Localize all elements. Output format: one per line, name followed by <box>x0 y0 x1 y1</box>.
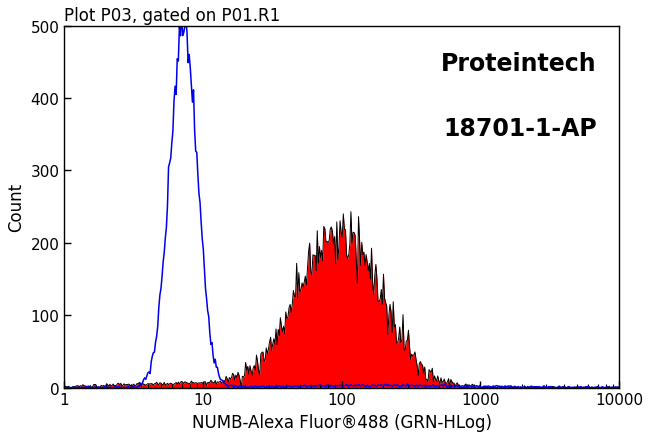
Text: Plot P03, gated on P01.R1: Plot P03, gated on P01.R1 <box>64 7 281 25</box>
Text: 18701-1-AP: 18701-1-AP <box>443 117 597 141</box>
X-axis label: NUMB-Alexa Fluor®488 (GRN-HLog): NUMB-Alexa Fluor®488 (GRN-HLog) <box>192 413 491 431</box>
Text: Proteintech: Proteintech <box>441 52 597 76</box>
Y-axis label: Count: Count <box>7 183 25 232</box>
